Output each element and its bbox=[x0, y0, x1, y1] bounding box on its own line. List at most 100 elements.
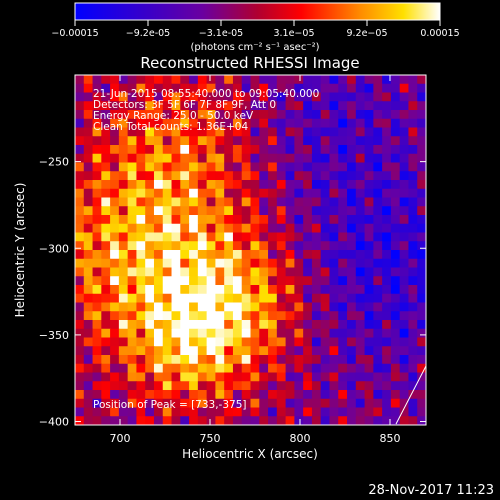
heatmap-cell bbox=[127, 101, 138, 111]
heatmap-cell bbox=[276, 215, 287, 225]
heatmap-cell bbox=[399, 311, 410, 321]
heatmap-cell bbox=[136, 162, 146, 172]
heatmap-cell bbox=[303, 180, 313, 190]
heatmap-cell bbox=[303, 75, 313, 85]
heatmap-cell bbox=[390, 293, 401, 304]
heatmap-cell bbox=[276, 407, 287, 417]
heatmap-cell bbox=[338, 206, 348, 216]
heatmap-cell bbox=[127, 363, 138, 374]
heatmap-cell bbox=[320, 215, 331, 225]
heatmap-cell bbox=[276, 206, 287, 216]
heatmap-cell bbox=[241, 127, 252, 137]
heatmap-cell bbox=[224, 390, 234, 400]
heatmap-cell bbox=[355, 180, 366, 190]
heatmap-cell bbox=[338, 328, 348, 339]
heatmap-cell bbox=[259, 416, 269, 425]
heatmap-cell bbox=[364, 346, 374, 356]
heatmap-cell bbox=[136, 223, 146, 234]
heatmap-cell bbox=[390, 232, 401, 242]
heatmap-cell bbox=[241, 276, 252, 286]
heatmap-cell bbox=[206, 92, 216, 102]
heatmap-cell bbox=[206, 75, 216, 85]
heatmap-cell bbox=[75, 162, 85, 172]
heatmap-cell bbox=[83, 92, 94, 102]
heatmap-cell bbox=[320, 302, 331, 312]
heatmap-cell bbox=[276, 188, 287, 199]
heatmap-cell bbox=[153, 381, 164, 391]
heatmap-cell bbox=[259, 83, 269, 94]
heatmap-cell bbox=[118, 145, 129, 155]
heatmap-cell bbox=[92, 206, 102, 216]
heatmap-cell bbox=[382, 258, 392, 269]
heatmap-cell bbox=[303, 320, 313, 330]
solar-limb-line bbox=[395, 365, 426, 425]
heatmap-cell bbox=[364, 232, 374, 242]
heatmap-cell bbox=[75, 136, 85, 146]
heatmap-cell bbox=[373, 267, 383, 277]
heatmap-cell bbox=[408, 302, 418, 312]
heatmap-cell bbox=[153, 390, 164, 400]
heatmap-cell bbox=[338, 346, 348, 356]
heatmap-cell bbox=[118, 83, 129, 94]
heatmap-cell bbox=[241, 118, 252, 129]
heatmap-cell bbox=[118, 258, 129, 269]
y-tick-label: −350 bbox=[39, 329, 69, 342]
heatmap-cell bbox=[232, 416, 243, 425]
heatmap-cell bbox=[320, 101, 331, 111]
heatmap-cell bbox=[162, 180, 173, 190]
heatmap-cell bbox=[347, 250, 357, 260]
heatmap-cell bbox=[268, 328, 278, 339]
heatmap-cell bbox=[197, 328, 208, 339]
heatmap-cell bbox=[355, 101, 366, 111]
heatmap-cell bbox=[83, 328, 94, 339]
heatmap-cell bbox=[373, 311, 383, 321]
heatmap-cell bbox=[83, 293, 94, 304]
heatmap-cell bbox=[250, 390, 260, 400]
heatmap-cell bbox=[285, 118, 295, 129]
heatmap-cell bbox=[364, 337, 374, 347]
heatmap-cell bbox=[110, 180, 120, 190]
heatmap-cell bbox=[268, 311, 278, 321]
heatmap-cell bbox=[92, 320, 102, 330]
heatmap-cell bbox=[311, 145, 322, 155]
heatmap-cell bbox=[189, 215, 199, 225]
heatmap-cell bbox=[373, 188, 383, 199]
heatmap-cell bbox=[75, 197, 85, 207]
heatmap-cell bbox=[92, 153, 102, 164]
heatmap-cell bbox=[276, 398, 287, 409]
heatmap-cell bbox=[189, 381, 199, 391]
heatmap-cell bbox=[127, 127, 138, 137]
heatmap-cell bbox=[189, 337, 199, 347]
heatmap-cell bbox=[101, 416, 111, 425]
heatmap-cell bbox=[136, 232, 146, 242]
heatmap-cell bbox=[180, 311, 190, 321]
heatmap-cell bbox=[408, 153, 418, 164]
heatmap-cell bbox=[399, 320, 410, 330]
heatmap-cell bbox=[180, 337, 190, 347]
heatmap-cell bbox=[259, 293, 269, 304]
heatmap-cell bbox=[180, 127, 190, 137]
heatmap-cell bbox=[259, 232, 269, 242]
heatmap-cell bbox=[162, 241, 173, 251]
heatmap-cell bbox=[118, 320, 129, 330]
heatmap-cell bbox=[250, 223, 260, 234]
heatmap-cell bbox=[75, 215, 85, 225]
heatmap-cell bbox=[171, 416, 181, 425]
heatmap-cell bbox=[355, 372, 366, 382]
heatmap-cell bbox=[189, 197, 199, 207]
heatmap-cell bbox=[382, 346, 392, 356]
heatmap-cell bbox=[215, 188, 225, 199]
heatmap-cell bbox=[197, 285, 208, 295]
heatmap-cell bbox=[180, 118, 190, 129]
heatmap-cell bbox=[399, 215, 410, 225]
x-tick-label: 800 bbox=[290, 432, 311, 445]
heatmap-cell bbox=[232, 83, 243, 94]
heatmap-cell bbox=[294, 416, 304, 425]
heatmap-cell bbox=[153, 250, 164, 260]
heatmap-cell bbox=[197, 241, 208, 251]
heatmap-cell bbox=[268, 346, 278, 356]
heatmap-cell bbox=[197, 381, 208, 391]
heatmap-cell bbox=[171, 276, 181, 286]
heatmap-cell bbox=[206, 162, 216, 172]
heatmap-cell bbox=[338, 232, 348, 242]
